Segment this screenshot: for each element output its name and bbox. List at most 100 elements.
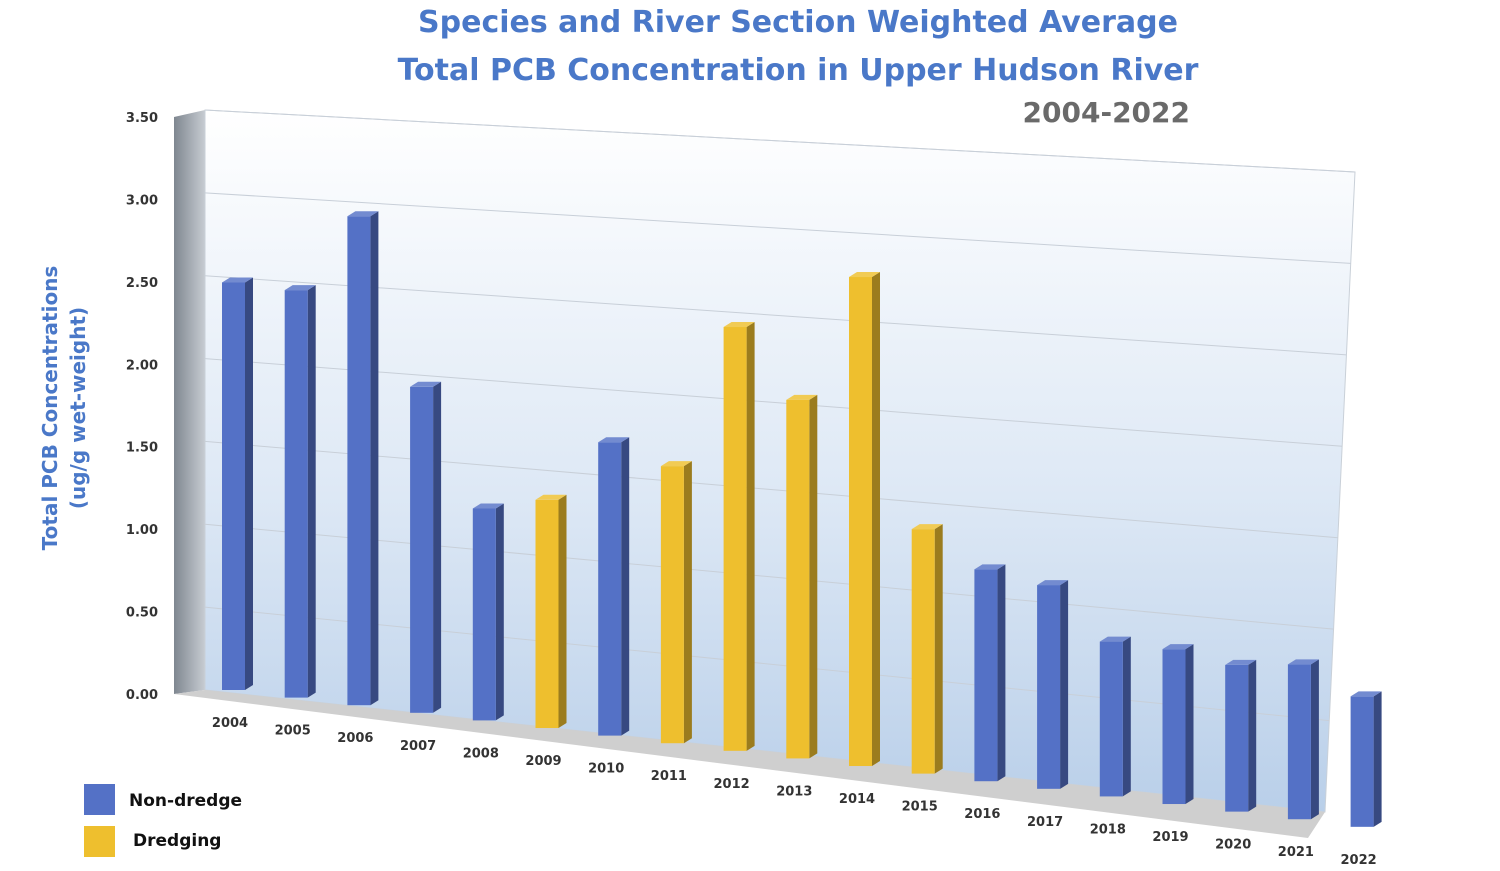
bar-side — [1060, 580, 1069, 789]
bar-top — [1350, 691, 1382, 697]
bar-front — [1287, 664, 1311, 820]
legend-label-non-dredge: Non-dredge — [129, 791, 242, 811]
x-tick-label: 2012 — [714, 777, 750, 792]
bar-front — [347, 216, 371, 706]
bar-front — [786, 399, 810, 759]
bar-side — [495, 503, 504, 721]
x-tick-label: 2022 — [1341, 853, 1377, 868]
gridline — [204, 523, 1334, 630]
bar-front — [472, 508, 496, 721]
y-axis-label-line2: (ug/g wet-weight) — [66, 307, 90, 509]
bar-top — [974, 564, 1006, 570]
x-tick-label: 2017 — [1027, 815, 1063, 830]
bar-side — [997, 564, 1006, 782]
x-tick-label: 2019 — [1152, 830, 1188, 845]
bar-front — [1225, 664, 1249, 812]
gridline — [204, 606, 1330, 722]
x-tick-label: 2018 — [1090, 822, 1126, 837]
x-tick-label: 2009 — [525, 754, 561, 769]
bar-top — [222, 277, 253, 283]
side-wall — [174, 110, 205, 694]
bar-front — [660, 466, 684, 744]
bar-top — [284, 285, 316, 291]
bar-front — [723, 327, 747, 751]
bar-top — [1162, 644, 1194, 650]
bar — [598, 437, 630, 736]
bar-front — [1099, 641, 1123, 797]
bar-top — [786, 394, 818, 400]
y-tick-label: 3.50 — [126, 111, 158, 126]
bar-front — [911, 529, 935, 774]
bar — [1350, 691, 1382, 827]
bar — [974, 564, 1006, 782]
bar-top — [911, 524, 943, 530]
bar — [911, 524, 943, 774]
bar — [284, 285, 316, 698]
bar-top — [1099, 636, 1131, 642]
floor — [174, 690, 1325, 838]
y-tick-label: 2.00 — [126, 358, 158, 373]
bar-front — [410, 386, 434, 713]
x-tick-label: 2005 — [275, 724, 311, 739]
bar-side — [683, 461, 692, 744]
bar-front — [974, 569, 998, 782]
bar-side — [1248, 659, 1257, 812]
bar-side — [307, 285, 316, 698]
chart-subtitle: 2004-2022 — [1023, 96, 1190, 129]
gridline — [204, 192, 1351, 264]
bar-side — [1373, 691, 1382, 827]
y-tick-label: 1.50 — [126, 441, 158, 456]
bar — [1287, 659, 1319, 820]
bar-front — [222, 282, 245, 690]
bar — [1037, 580, 1069, 789]
legend-swatch-non-dredge — [84, 784, 115, 815]
x-tick-label: 2013 — [776, 784, 812, 799]
x-axis-ticks: 2004 2005 2006 2007 2008 2009 2010 2011 2012 2013… — [212, 716, 1377, 868]
bar-top — [660, 461, 692, 467]
x-tick-label: 2014 — [839, 792, 875, 807]
x-tick-label: 2016 — [964, 807, 1000, 822]
chart-title-line1: Species and River Section Weighted Avera… — [418, 5, 1178, 40]
bar-top — [535, 494, 567, 500]
y-axis-label: Total PCB Concentrations (ug/g wet-weigh… — [38, 266, 90, 551]
x-tick-label: 2021 — [1278, 845, 1314, 860]
gridlines — [204, 109, 1356, 722]
bars — [222, 211, 1382, 827]
y-tick-label: 1.00 — [126, 523, 158, 538]
x-tick-label: 2020 — [1215, 838, 1251, 853]
bar — [222, 277, 253, 690]
bar-top — [849, 272, 880, 278]
bar-side — [934, 524, 943, 774]
gridline — [204, 440, 1338, 539]
bar-side — [809, 394, 818, 759]
legend-label-dredging: Dredging — [133, 831, 221, 851]
bar — [1099, 636, 1131, 797]
gridline — [204, 109, 1356, 173]
bar-side — [746, 322, 755, 751]
bar — [347, 211, 379, 706]
bar — [849, 272, 880, 767]
x-tick-label: 2006 — [337, 731, 373, 746]
bar-top — [472, 503, 504, 509]
legend: Non-dredge Dredging — [84, 784, 242, 857]
y-tick-label: 2.50 — [126, 276, 158, 291]
bar-side — [872, 272, 880, 767]
y-axis-label-line1: Total PCB Concentrations — [38, 266, 62, 551]
bar — [1162, 644, 1194, 805]
bar-side — [1185, 644, 1194, 805]
bar — [786, 394, 818, 759]
y-tick-label: 0.50 — [126, 606, 158, 621]
x-tick-label: 2007 — [400, 739, 436, 754]
x-tick-label: 2008 — [463, 746, 499, 761]
bar-front — [598, 442, 622, 736]
gridline — [204, 275, 1347, 356]
chart-title-line2: Total PCB Concentration in Upper Hudson … — [398, 53, 1199, 88]
bar-side — [433, 381, 442, 713]
bar — [660, 461, 692, 744]
bar — [472, 503, 504, 721]
legend-swatch-dredging — [84, 826, 115, 857]
bar-side — [1122, 636, 1131, 797]
bar-side — [370, 211, 379, 706]
bar-top — [1225, 659, 1257, 665]
